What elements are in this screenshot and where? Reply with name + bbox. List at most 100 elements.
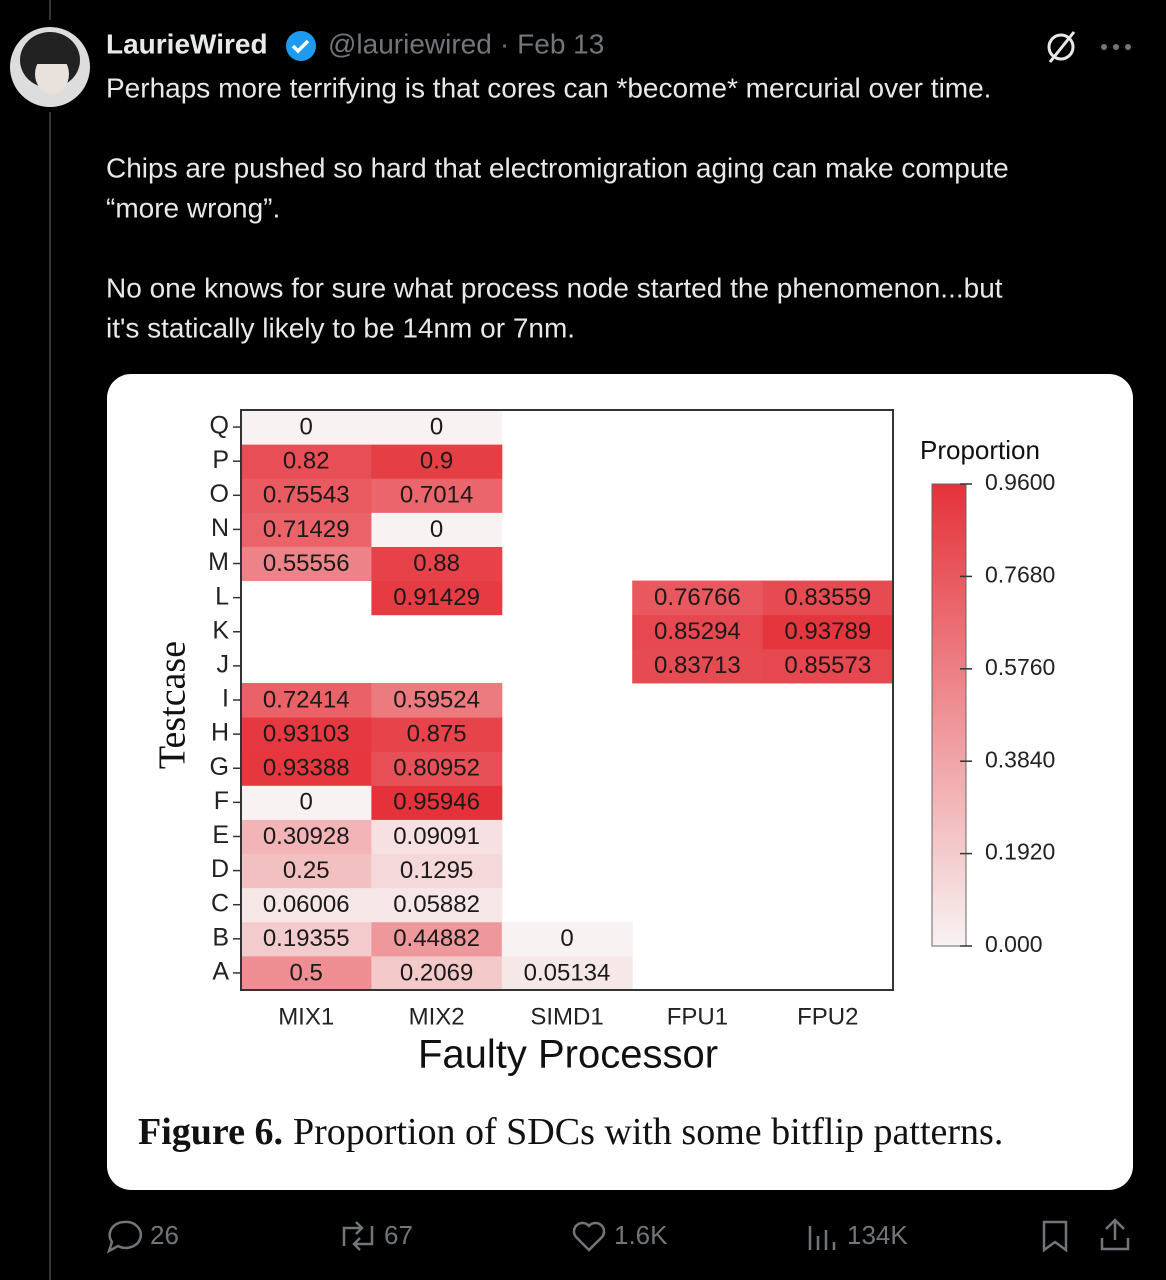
avatar[interactable] <box>10 27 90 107</box>
text-line: “more wrong”. <box>106 192 280 223</box>
heatmap-cell <box>241 785 372 820</box>
heatmap-cell <box>241 478 372 513</box>
colorbar-tick-label: 0.5760 <box>985 654 1055 680</box>
view-count: 134K <box>847 1220 908 1250</box>
cell-label: 0.30928 <box>263 823 350 850</box>
colorbar-tick-label: 0.7680 <box>985 561 1055 587</box>
separator: · <box>500 28 509 59</box>
x-tick-label: SIMD1 <box>530 1003 603 1030</box>
cell-label: 0.05882 <box>393 891 480 918</box>
cell-label: 0.88 <box>413 550 460 577</box>
y-tick-label: K <box>212 616 229 644</box>
heatmap-cell <box>371 955 503 991</box>
heatmap-cell <box>241 546 372 582</box>
cell-label: 0.71429 <box>263 516 350 543</box>
heatmap-cell <box>371 580 503 616</box>
cell-label: 0.93388 <box>263 755 350 782</box>
cell-label: 0.95946 <box>393 789 480 816</box>
author-name[interactable]: LaurieWired <box>106 28 268 59</box>
y-tick-label: O <box>210 480 229 508</box>
cell-label: 0.91429 <box>393 584 480 611</box>
heatmap-cell <box>501 955 633 991</box>
cell-label: 0 <box>300 413 313 440</box>
heatmap-cell <box>241 819 372 855</box>
colorbar-title: Proportion <box>920 435 1040 465</box>
cell-label: 0.44882 <box>393 925 480 952</box>
cell-label: 0.72414 <box>263 686 350 713</box>
y-tick-label: J <box>217 650 230 678</box>
cell-label: 0.85573 <box>784 652 871 679</box>
repost-count: 67 <box>384 1220 413 1250</box>
more-button[interactable] <box>1101 44 1131 50</box>
caption: Figure 6. Proportion of SDCs with some bi… <box>138 1111 1003 1153</box>
heatmap-cell <box>371 410 503 445</box>
handle[interactable]: @lauriewired <box>328 28 492 59</box>
text-line: Perhaps more terrifying is that cores ca… <box>106 72 991 103</box>
cell-label: 0 <box>430 516 443 543</box>
y-tick-label: M <box>208 548 229 576</box>
text-line: it's statically likely to be 14nm or 7nm… <box>106 312 575 343</box>
heatmap-cell <box>241 682 372 718</box>
reply-count: 26 <box>150 1220 179 1250</box>
heatmap-cell <box>371 512 503 547</box>
y-tick-label: N <box>211 514 229 542</box>
heatmap-cell <box>371 853 503 889</box>
heatmap-cell <box>241 751 372 786</box>
heatmap-cell <box>241 887 372 923</box>
heatmap-cell <box>632 648 764 684</box>
grok-icon[interactable] <box>1047 31 1076 63</box>
y-tick-label: C <box>211 889 229 917</box>
post-text: Perhaps more terrifying is that cores ca… <box>106 72 1009 343</box>
heatmap-cell <box>762 614 894 650</box>
cell-label: 0.82 <box>283 448 330 475</box>
cell-label: 0.25 <box>283 857 330 884</box>
cell-label: 0.875 <box>407 720 467 747</box>
y-tick-label: L <box>215 582 229 610</box>
colorbar-tick-label: 0.3840 <box>985 746 1055 772</box>
like-button[interactable]: 1.6K <box>572 1220 668 1252</box>
cell-label: 0.1295 <box>400 857 473 884</box>
x-tick-label: MIX2 <box>409 1003 465 1030</box>
x-tick-label: FPU1 <box>667 1003 728 1030</box>
y-tick-label: Q <box>210 412 229 440</box>
y-tick-label: E <box>212 821 229 849</box>
views-button[interactable]: 134K <box>808 1220 908 1250</box>
cell-label: 0.55556 <box>263 550 350 577</box>
repost-button[interactable]: 67 <box>342 1220 413 1251</box>
heatmap-cell <box>241 410 372 445</box>
heatmap-cell <box>632 580 764 616</box>
text-line: No one knows for sure what process node … <box>106 272 1003 303</box>
heatmap-cell <box>632 614 764 650</box>
bookmark-button[interactable] <box>1042 1220 1068 1253</box>
heatmap-cell <box>371 887 503 923</box>
heatmap-cell <box>371 751 503 786</box>
heatmap-cell <box>241 717 372 752</box>
cell-label: 0.75543 <box>263 482 350 509</box>
colorbar-tick-label: 0.1920 <box>985 839 1055 865</box>
y-tick-label: G <box>210 753 229 781</box>
cell-label: 0 <box>560 925 573 952</box>
share-button[interactable] <box>1100 1218 1130 1251</box>
y-tick-label: D <box>211 855 229 883</box>
cell-label: 0 <box>300 789 313 816</box>
heatmap-cell <box>371 546 503 582</box>
cell-label: 0.9 <box>420 448 453 475</box>
caption-text: Proportion of SDCs with some bitflip pat… <box>293 1111 1003 1153</box>
cell-label: 0.19355 <box>263 925 350 952</box>
reply-button[interactable]: 26 <box>106 1220 179 1254</box>
cell-label: 0.83559 <box>784 584 871 611</box>
like-count: 1.6K <box>614 1220 668 1250</box>
colorbar-tick-label: 0.9600 <box>985 469 1055 495</box>
heatmap-cell <box>762 648 894 684</box>
colorbar-tick-label: 0.000 <box>985 931 1043 957</box>
caption-label: Figure 6. <box>138 1111 283 1153</box>
cell-label: 0.5 <box>290 959 323 986</box>
y-tick-label: P <box>212 446 229 474</box>
colorbar <box>931 483 967 947</box>
cell-label: 0.83713 <box>654 652 741 679</box>
heatmap-cell <box>241 444 372 479</box>
cell-label: 0.7014 <box>400 482 473 509</box>
heatmap-cell <box>371 444 503 479</box>
date[interactable]: Feb 13 <box>517 28 604 59</box>
